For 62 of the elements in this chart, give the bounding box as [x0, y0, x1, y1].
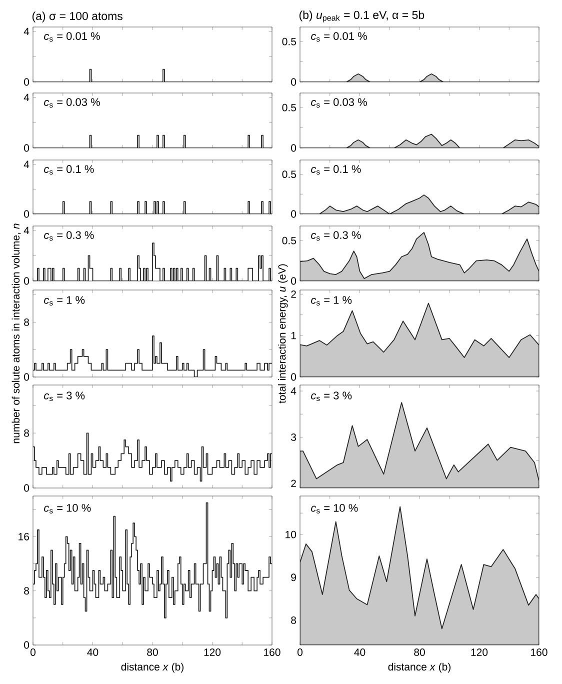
y-tick-label: 1: [291, 332, 296, 340]
y-tick-label: 8: [24, 429, 30, 437]
y-tick-label: 0: [24, 210, 30, 218]
x-axis-title: distance x (b): [121, 662, 184, 673]
x-tick-label: 120: [204, 648, 221, 656]
chart-title: c$_{s}$ = 0.1 %: [311, 165, 361, 175]
y-tick-label: 0: [291, 144, 296, 152]
y-tick-label: 0: [291, 277, 296, 285]
y-tick-label: 9: [291, 574, 296, 582]
y-tick-label: 4: [24, 226, 30, 234]
chart-title: c$_{s}$ = 1 %: [311, 296, 352, 306]
x-tick-label: 40: [354, 648, 366, 656]
y-tick-label: 4: [24, 160, 30, 168]
y-axis-title: total interaction energy, u (eV): [278, 264, 288, 404]
chart-title: c$_{s}$ = 0.03 %: [311, 98, 367, 108]
chart-title: c$_{s}$ = 1 %: [44, 296, 85, 306]
x-tick-label: 0: [297, 648, 303, 656]
y-tick-label: 0.5: [282, 236, 296, 244]
chart-title: c$_{s}$ = 0.3 %: [311, 231, 361, 241]
y-tick-label: 0.5: [282, 104, 296, 112]
text: c$_{s}$ = 3 %: [44, 392, 85, 402]
text: (a) σ = 100 atoms: [32, 12, 122, 22]
text: c$_{s}$ = 10 %: [311, 504, 358, 514]
chart-title: c$_{s}$ = 0.03 %: [44, 98, 100, 108]
y-tick-label: 0: [291, 373, 296, 381]
text: c$_{s}$ = 10 %: [44, 504, 91, 514]
x-tick-label: 0: [30, 648, 36, 656]
x-tick-label: 80: [414, 648, 425, 656]
y-tick-label: 0: [24, 373, 30, 381]
text: (b) u$_{peak}$ = 0.1 eV, α = 5b: [299, 10, 424, 22]
y-tick-label: 2: [291, 480, 296, 488]
x-tick-label: 40: [87, 648, 98, 656]
y-tick-label: 8: [24, 587, 30, 595]
y-tick-label: 0: [24, 277, 30, 285]
y-tick-label: 4: [24, 28, 30, 36]
text: c$_{s}$ = 3 %: [311, 392, 352, 402]
x-tick-label: 80: [147, 648, 158, 656]
x-tick-label: 160: [264, 648, 280, 656]
x-tick-label: 160: [531, 648, 548, 656]
chart-title: c$_{s}$ = 0.01 %: [44, 32, 100, 42]
y-tick-label: 0.5: [282, 38, 296, 46]
y-tick-label: 0: [291, 210, 296, 218]
y-tick-label: 0: [24, 484, 30, 492]
y-tick-label: 0: [24, 78, 30, 86]
y-tick-label: 0: [24, 641, 30, 649]
y-tick-label: 4: [24, 94, 30, 102]
y-tick-label: 0.5: [282, 170, 296, 178]
y-tick-label: 4: [290, 387, 296, 395]
chart-title: c$_{s}$ = 0.3 %: [44, 231, 94, 241]
chart-title: c$_{s}$ = 0.1 %: [44, 165, 94, 175]
y-tick-label: 0: [24, 144, 30, 152]
chart-title: c$_{s}$ = 0.01 %: [311, 32, 367, 42]
y-tick-label: 2: [291, 290, 296, 298]
y-tick-label: 16: [18, 532, 30, 540]
x-tick-label: 120: [471, 648, 488, 656]
y-tick-label: 8: [24, 318, 30, 326]
x-axis-title: distance x (b): [388, 662, 451, 673]
y-tick-label: 10: [286, 530, 296, 538]
y-tick-label: 3: [291, 433, 296, 441]
y-tick-label: 8: [291, 616, 296, 624]
y-axis-title: number of solute atoms in interaction volume, n: [12, 224, 21, 444]
y-tick-label: 0: [291, 78, 296, 86]
